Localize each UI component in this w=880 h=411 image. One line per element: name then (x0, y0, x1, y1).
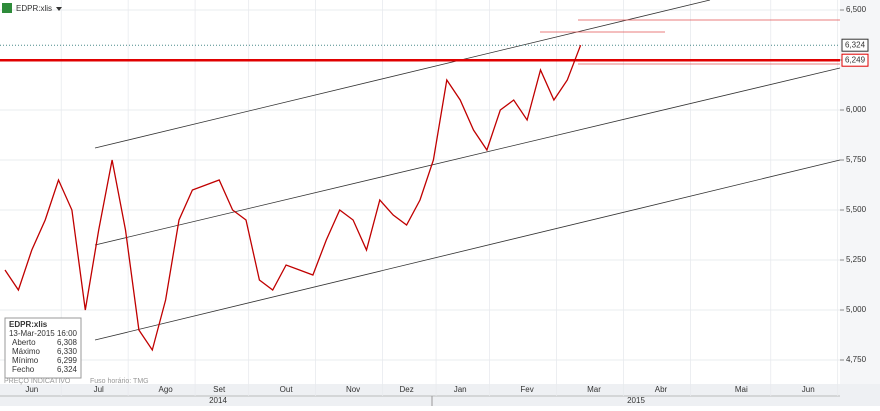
x-tick-label: Mar (587, 385, 601, 394)
info-rows: Aberto 6,308 Máximo 6,330 Mínimo 6,299 Fecho 6,… (12, 338, 78, 374)
price-line (4, 44, 582, 352)
x-tick-label: Jan (454, 385, 467, 394)
app-icon[interactable] (2, 3, 12, 13)
timezone: Fuso horário: TMG (90, 378, 149, 385)
info-value: 6,324 (57, 365, 78, 374)
x-tick-label: Mai (735, 385, 748, 394)
level-tag (841, 53, 869, 67)
info-key: Máximo (12, 347, 41, 356)
x-tick-label: Out (280, 385, 294, 394)
footer: PREÇO INDICATIVO (4, 378, 71, 385)
x-tick-label: Jun (802, 385, 815, 394)
x-tick-label: Fev (520, 385, 533, 394)
dropdown-arrow[interactable] (56, 7, 62, 11)
info-value: 6,330 (57, 347, 78, 356)
trend-line (94, 159, 841, 341)
year-label: 2015 (627, 396, 645, 405)
info-value: 6,299 (57, 356, 78, 365)
info-box (4, 317, 82, 379)
x-tick-label: Abr (655, 385, 668, 394)
level-label: 6,249 (845, 55, 866, 64)
info-key: Aberto (12, 338, 36, 347)
y-tick-label: 5,750 (846, 155, 867, 164)
last-price-label: 6,324 (845, 40, 866, 49)
y-tick-label: 5,250 (846, 255, 867, 264)
y-tick-label: 4,750 (846, 355, 867, 364)
x-tick-label: Jun (25, 385, 38, 394)
x-tick-label: Set (213, 385, 226, 394)
grid (0, 0, 844, 396)
info-key: Fecho (12, 365, 35, 374)
last-price-tag (841, 38, 869, 52)
x-tick-label: Ago (159, 385, 174, 394)
symbol-label[interactable]: EDPR:xlis (16, 4, 52, 13)
trend-line (94, 67, 841, 246)
x-tick-label: Jul (94, 385, 104, 394)
plot (0, 44, 840, 352)
y-tick-label: 6,000 (846, 105, 867, 114)
info-value: 6,308 (57, 338, 78, 347)
x-axis-band (0, 384, 880, 406)
year-label: 2014 (209, 396, 227, 405)
y-tick-label: 5,000 (846, 305, 867, 314)
info-date: 13-Mar-2015 16:00 (9, 329, 78, 338)
info-key: Mínimo (12, 356, 39, 365)
info-symbol: EDPR:xlis (9, 320, 48, 329)
trend-line (94, 0, 711, 149)
y-tick-label: 5,500 (846, 205, 867, 214)
x-tick-label: Dez (399, 385, 413, 394)
x-tick-label: Nov (346, 385, 360, 394)
y-tick-label: 6,500 (846, 5, 867, 14)
